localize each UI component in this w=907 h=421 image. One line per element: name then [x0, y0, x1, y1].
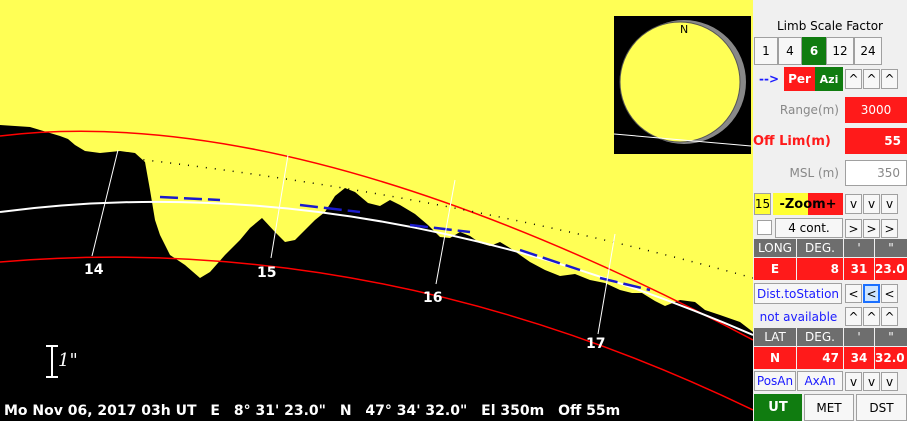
- dist-to-station-button[interactable]: Dist.toStation: [754, 283, 842, 304]
- long-min-header: ': [844, 239, 874, 257]
- up-button-4[interactable]: ^: [845, 307, 862, 326]
- orientation-inset: [614, 16, 751, 154]
- lower-limb-line: [0, 256, 753, 411]
- long-sec-header: ": [875, 239, 907, 257]
- contours-button[interactable]: 4 cont.: [775, 218, 843, 238]
- track-label-15: 15: [257, 265, 277, 281]
- down-button-6[interactable]: v: [881, 372, 898, 391]
- track-tick-17: [597, 233, 616, 335]
- control-panel: Limb Scale Factor 1 4 6 12 24 --> Per Az…: [753, 0, 907, 421]
- posan-button[interactable]: PosAn: [754, 371, 796, 391]
- lat-sec[interactable]: 32.0: [875, 347, 907, 369]
- distance-value: not available: [759, 309, 838, 324]
- left-button-2[interactable]: <: [863, 284, 880, 303]
- offlim-input[interactable]: 55: [845, 128, 907, 154]
- scale-12-button[interactable]: 12: [826, 37, 854, 65]
- azi-button[interactable]: Azi: [815, 67, 843, 91]
- left-button-3[interactable]: <: [881, 284, 898, 303]
- up-button-5[interactable]: ^: [863, 307, 880, 326]
- lat-deg-header: DEG.: [797, 328, 843, 346]
- track-tick-14: [91, 149, 119, 257]
- track-label-14: 14: [84, 262, 104, 278]
- lat-min[interactable]: 34: [844, 347, 874, 369]
- range-label: Range(m): [779, 103, 839, 117]
- direction-arrow-button[interactable]: -->: [758, 72, 779, 86]
- lat-min-header: ': [844, 328, 874, 346]
- lat-header: LAT: [754, 328, 796, 346]
- up-button-2[interactable]: ^: [863, 69, 880, 89]
- right-button-2[interactable]: >: [863, 219, 880, 238]
- lat-deg[interactable]: 47: [797, 347, 843, 369]
- long-header: LONG: [754, 239, 796, 257]
- down-button-1[interactable]: v: [845, 194, 862, 214]
- zoom-button[interactable]: -Zoom+: [773, 193, 843, 215]
- lat-dir: N: [754, 347, 796, 369]
- sun-disc: [619, 21, 741, 143]
- track-tick-15: [270, 154, 289, 259]
- msl-label: MSL (m): [789, 166, 839, 180]
- scale-4-button[interactable]: 4: [778, 37, 802, 65]
- msl-input[interactable]: 350: [845, 160, 907, 186]
- long-deg-header: DEG.: [797, 239, 843, 257]
- status-lat-dir: N: [339, 403, 352, 419]
- panel-title: Limb Scale Factor: [777, 19, 883, 33]
- time-mode-dst-button[interactable]: DST: [856, 394, 907, 421]
- scale-6-button[interactable]: 6: [802, 37, 826, 65]
- down-button-2[interactable]: v: [863, 194, 880, 214]
- down-button-5[interactable]: v: [863, 372, 880, 391]
- up-button-1[interactable]: ^: [845, 69, 862, 89]
- track-tick-16: [435, 179, 456, 285]
- contours-checkbox[interactable]: [757, 220, 772, 235]
- status-lon-dir: E: [210, 403, 220, 419]
- track-label-16: 16: [423, 290, 443, 306]
- long-dir: E: [754, 258, 796, 280]
- long-sec[interactable]: 23.0: [875, 258, 907, 280]
- terrain-silhouette: [0, 125, 753, 421]
- left-button-1[interactable]: <: [845, 284, 862, 303]
- long-deg[interactable]: 8: [797, 258, 843, 280]
- track-line-blue: [159, 195, 651, 292]
- status-elev: El 350m: [481, 403, 545, 419]
- scale-24-button[interactable]: 24: [854, 37, 882, 65]
- time-mode-ut-button[interactable]: UT: [754, 394, 802, 421]
- status-off: Off 55m: [558, 403, 621, 419]
- lat-sec-header: ": [875, 328, 907, 346]
- zoom-value: 15: [754, 193, 771, 215]
- range-input[interactable]: 3000: [845, 97, 907, 123]
- track-label-17: 17: [586, 336, 606, 352]
- status-date: Mo Nov 06, 2017 03h UT: [4, 403, 197, 419]
- right-button-3[interactable]: >: [881, 219, 898, 238]
- long-min[interactable]: 31: [844, 258, 874, 280]
- down-button-4[interactable]: v: [845, 372, 862, 391]
- north-label: N: [680, 23, 689, 36]
- time-mode-met-button[interactable]: MET: [804, 394, 854, 421]
- scale-label: 1": [58, 350, 78, 371]
- status-lat: 47° 34' 32.0": [365, 403, 468, 419]
- status-lon: 8° 31' 23.0": [233, 403, 326, 419]
- per-button[interactable]: Per: [784, 67, 815, 91]
- track-line: [0, 200, 753, 336]
- limb-view[interactable]: 14 15 16 17 1" N Mo Nov 06, 2017 03h UT …: [0, 0, 753, 421]
- up-button-3[interactable]: ^: [881, 69, 898, 89]
- offlim-label: Off Lim(m): [753, 133, 831, 149]
- status-bar: Mo Nov 06, 2017 03h UT E 8° 31' 23.0" N …: [4, 401, 749, 421]
- scale-1-button[interactable]: 1: [754, 37, 778, 65]
- up-button-6[interactable]: ^: [881, 307, 898, 326]
- down-button-3[interactable]: v: [881, 194, 898, 214]
- right-button-1[interactable]: >: [845, 219, 862, 238]
- upper-limb-line: [0, 130, 753, 341]
- axan-button[interactable]: AxAn: [797, 371, 843, 391]
